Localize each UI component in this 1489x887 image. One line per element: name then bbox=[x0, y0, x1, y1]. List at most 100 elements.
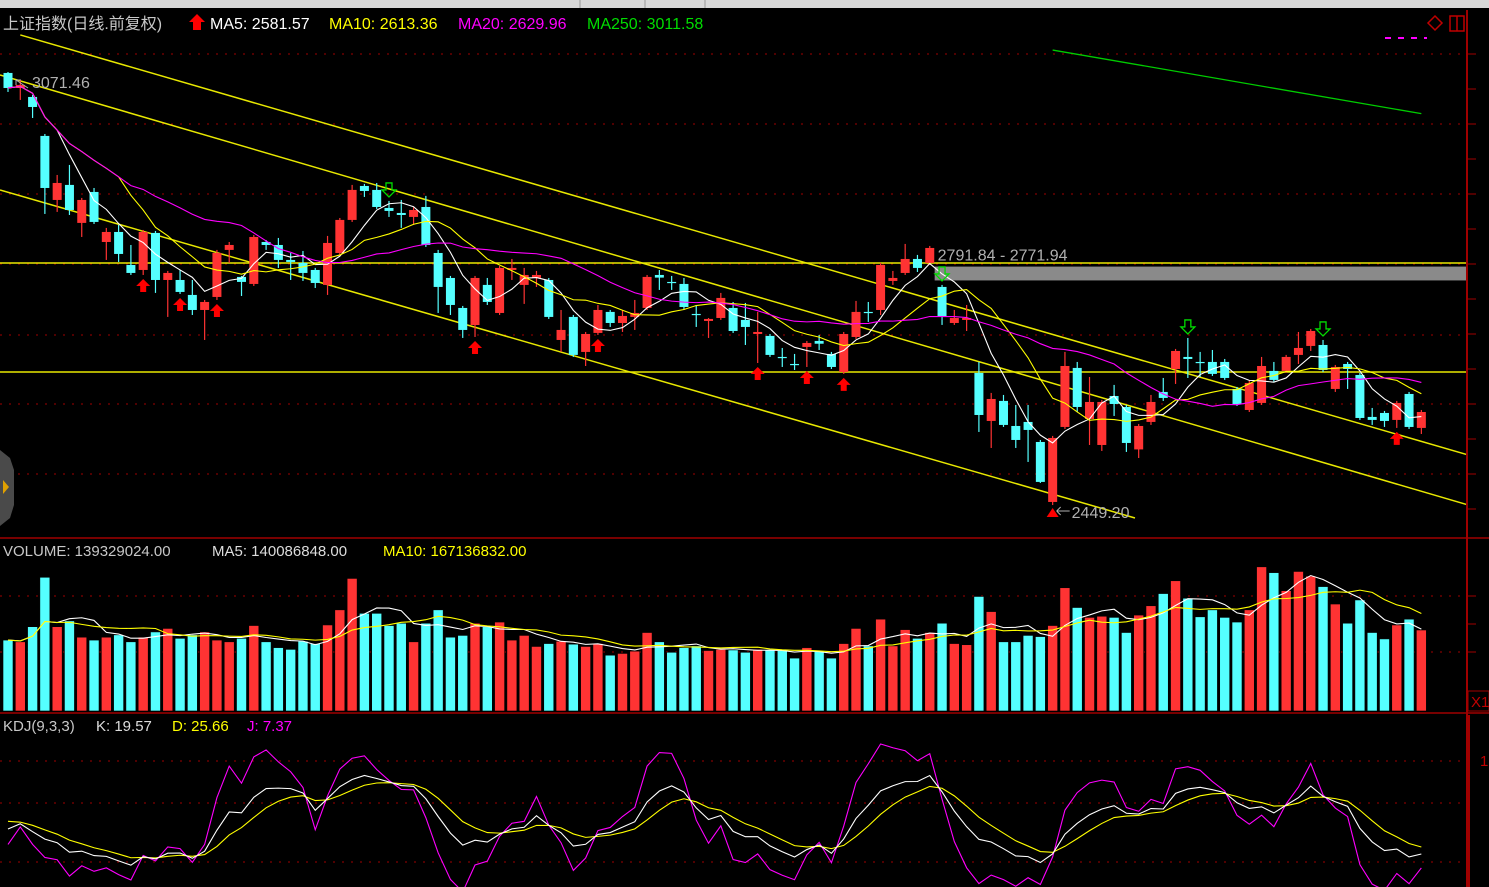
candle[interactable] bbox=[1343, 361, 1353, 389]
candle[interactable] bbox=[544, 277, 554, 319]
candle[interactable] bbox=[556, 309, 566, 352]
candle[interactable] bbox=[409, 206, 419, 225]
candle[interactable] bbox=[1404, 391, 1414, 429]
volume-bar[interactable] bbox=[236, 638, 247, 711]
volume-bar[interactable] bbox=[973, 596, 985, 711]
candle[interactable] bbox=[581, 331, 591, 366]
volume-bar[interactable] bbox=[334, 609, 346, 711]
candle[interactable] bbox=[212, 249, 222, 300]
candle[interactable] bbox=[1244, 380, 1254, 412]
candle[interactable] bbox=[150, 230, 160, 293]
volume-bar[interactable] bbox=[727, 649, 739, 711]
candle[interactable] bbox=[863, 301, 873, 322]
candle[interactable] bbox=[912, 254, 922, 272]
volume-bar[interactable] bbox=[395, 622, 407, 711]
volume-bar[interactable] bbox=[1243, 609, 1255, 711]
candle[interactable] bbox=[1171, 348, 1181, 384]
trendline[interactable] bbox=[0, 189, 1136, 519]
candle[interactable] bbox=[1281, 354, 1291, 373]
volume-bar[interactable] bbox=[752, 649, 763, 711]
volume-bar[interactable] bbox=[1366, 632, 1378, 711]
volume-bar[interactable] bbox=[51, 626, 63, 711]
volume-bar[interactable] bbox=[912, 638, 923, 711]
candle[interactable] bbox=[728, 301, 738, 333]
candle[interactable] bbox=[310, 267, 320, 288]
volume-bar[interactable] bbox=[518, 635, 530, 711]
candle[interactable] bbox=[200, 299, 210, 340]
candle[interactable] bbox=[1097, 399, 1107, 451]
candle[interactable] bbox=[28, 94, 38, 118]
diamond-icon[interactable] bbox=[1426, 14, 1444, 32]
candle[interactable] bbox=[1035, 439, 1045, 483]
candle[interactable] bbox=[925, 245, 935, 265]
volume-bar[interactable] bbox=[420, 622, 432, 711]
volume-bar[interactable] bbox=[1207, 609, 1218, 711]
volume-bar[interactable] bbox=[137, 636, 149, 711]
volume-bar[interactable] bbox=[1157, 593, 1169, 711]
candle[interactable] bbox=[1355, 372, 1365, 420]
volume-bar[interactable] bbox=[826, 657, 837, 711]
candle[interactable] bbox=[396, 199, 406, 228]
volume-bar[interactable] bbox=[223, 641, 235, 711]
candle[interactable] bbox=[802, 340, 812, 367]
volume-panel[interactable] bbox=[2, 566, 1427, 711]
volume-bar[interactable] bbox=[1256, 566, 1267, 711]
candle[interactable] bbox=[458, 305, 468, 338]
candle[interactable] bbox=[1011, 404, 1021, 448]
volume-bar[interactable] bbox=[494, 621, 505, 711]
candle[interactable] bbox=[998, 394, 1008, 427]
volume-bar[interactable] bbox=[654, 641, 665, 711]
volume-bar[interactable] bbox=[1293, 571, 1304, 711]
candle[interactable] bbox=[531, 270, 541, 287]
candle[interactable] bbox=[372, 182, 382, 209]
volume-bar[interactable] bbox=[1342, 622, 1353, 711]
candle[interactable] bbox=[138, 229, 148, 275]
volume-bar[interactable] bbox=[924, 632, 936, 711]
candle[interactable] bbox=[273, 237, 283, 268]
volume-bar[interactable] bbox=[740, 651, 751, 711]
candle[interactable] bbox=[851, 300, 861, 339]
volume-bar[interactable] bbox=[162, 628, 174, 711]
candle[interactable] bbox=[777, 347, 787, 367]
volume-bar[interactable] bbox=[285, 649, 296, 711]
volume-bar[interactable] bbox=[248, 625, 260, 711]
candle[interactable] bbox=[1048, 435, 1058, 506]
volume-bar[interactable] bbox=[457, 635, 469, 711]
volume-bar[interactable] bbox=[383, 625, 395, 711]
candle[interactable] bbox=[1207, 349, 1217, 376]
split-window-icon[interactable] bbox=[1449, 15, 1465, 32]
volume-bar[interactable] bbox=[1391, 624, 1403, 711]
volume-bar[interactable] bbox=[39, 576, 51, 711]
candle[interactable] bbox=[1416, 409, 1426, 434]
candle[interactable] bbox=[1367, 407, 1377, 425]
volume-bar[interactable] bbox=[1084, 617, 1095, 711]
volume-bar[interactable] bbox=[27, 626, 38, 711]
candle[interactable] bbox=[839, 331, 849, 374]
volume-bar[interactable] bbox=[76, 636, 88, 711]
candle[interactable] bbox=[888, 270, 898, 285]
candle[interactable] bbox=[445, 275, 455, 315]
volume-bar[interactable] bbox=[985, 611, 997, 711]
volume-bar[interactable] bbox=[101, 636, 112, 711]
candle[interactable] bbox=[1146, 394, 1156, 425]
volume-bar[interactable] bbox=[273, 647, 284, 711]
volume-bar[interactable] bbox=[1170, 580, 1181, 711]
candle[interactable] bbox=[618, 309, 627, 332]
volume-bar[interactable] bbox=[862, 645, 874, 711]
volume-bar[interactable] bbox=[1416, 629, 1427, 711]
volume-bar[interactable] bbox=[764, 649, 776, 711]
candle[interactable] bbox=[1121, 404, 1131, 452]
candle[interactable] bbox=[1158, 377, 1168, 401]
candle[interactable] bbox=[237, 275, 247, 296]
candle[interactable] bbox=[1060, 351, 1070, 429]
candle[interactable] bbox=[40, 133, 50, 214]
candle[interactable] bbox=[593, 304, 603, 335]
volume-bar[interactable] bbox=[531, 646, 542, 711]
candle[interactable] bbox=[359, 183, 369, 197]
volume-bar[interactable] bbox=[1047, 625, 1058, 711]
candle[interactable] bbox=[433, 249, 443, 313]
volume-bar[interactable] bbox=[322, 624, 333, 711]
volume-bar[interactable] bbox=[14, 641, 26, 711]
volume-bar[interactable] bbox=[1354, 599, 1366, 711]
